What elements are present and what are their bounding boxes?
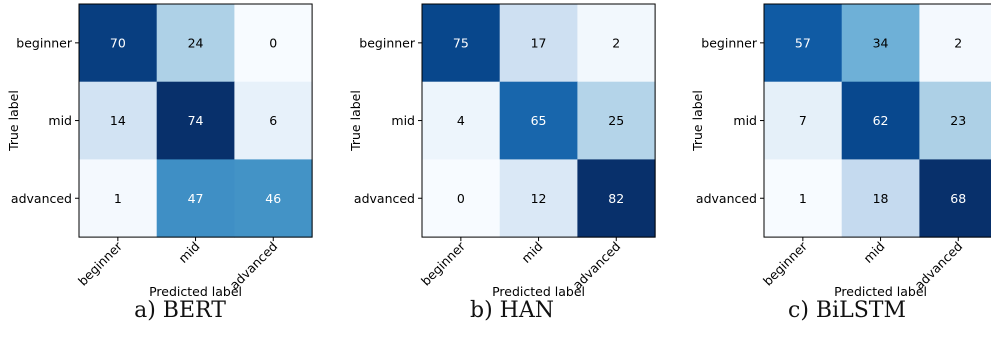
heatmap-cell [919,4,991,83]
heatmap-cell [156,81,235,160]
x-tick-label: beginner [760,238,811,289]
heatmap-cell [919,159,991,238]
y-tick-label: beginner [359,35,416,50]
heatmap-cell [499,4,578,83]
heatmap-cell [422,159,501,238]
heatmap-cell [919,81,991,160]
cell-value-label: 68 [950,191,966,206]
y-tick-label: advanced [696,191,757,206]
heatmap-cell [577,4,656,83]
cell-value-label: 82 [608,191,624,206]
cell-value-label: 1 [114,191,122,206]
cell-value-label: 70 [110,35,126,50]
cell-value-label: 6 [269,113,277,128]
heatmap-cell [79,159,158,238]
x-axis-label: Predicted label [834,284,927,299]
cell-value-label: 46 [265,191,281,206]
cell-value-label: 0 [457,191,465,206]
confusion-matrix-bilstm: 57 34 2 7 62 23 1 18 68 beginner mid advanced beginn… [690,3,991,299]
confusion-matrix-han: 75 17 2 4 65 25 0 12 82 beginner mid advanced beginn… [348,3,656,299]
heatmap-cell [841,81,920,160]
cell-value-label: 2 [954,35,962,50]
confusion-matrix-bert: 70 24 014 74 61 47 46beginnermidadvancedbeginn… [6,3,313,299]
x-tick-label: mid [860,239,887,266]
heatmap-cell [764,4,843,83]
cell-value-label: 2 [612,35,620,50]
heatmap-cell [841,4,920,83]
heatmap-cell [841,159,920,238]
y-axis-label: True label [348,90,363,152]
x-tick-label: mid [518,239,545,266]
y-tick-label: mid [48,113,72,128]
y-tick-label: advanced [354,191,415,206]
cell-value-label: 0 [269,35,277,50]
heatmap-cell [499,159,578,238]
y-axis-label: True label [6,90,21,152]
caption-bert: a) BERT [134,298,226,323]
cell-value-label: 1 [799,191,807,206]
x-tick-label: mid [175,239,202,266]
heatmap-cell [422,4,501,83]
cell-value-label: 74 [188,113,204,128]
heatmap-cell [422,81,501,160]
heatmap-cell [79,4,158,83]
cell-value-label: 75 [453,35,469,50]
cell-value-label: 47 [188,191,204,206]
heatmap-cell [577,159,656,238]
cell-value-label: 14 [110,113,126,128]
cell-value-label: 12 [531,191,547,206]
heatmap-cell [577,81,656,160]
heatmap-cell [156,159,235,238]
cell-value-label: 23 [950,113,966,128]
caption-bilstm: c) BiLSTM [788,298,906,323]
heatmap-cell [764,81,843,160]
heatmap-cell [234,159,313,238]
y-tick-label: beginner [16,35,73,50]
heatmap-cell [764,159,843,238]
heatmap-cell [499,81,578,160]
x-axis-label: Predicted label [492,284,585,299]
cell-value-label: 18 [873,191,889,206]
y-axis-label: True label [690,90,705,152]
x-axis-label: Predicted label [149,284,242,299]
heatmap-cell [79,81,158,160]
y-tick-label: advanced [11,191,72,206]
cell-value-label: 4 [457,113,465,128]
heatmap-cell [234,81,313,160]
cell-value-label: 17 [531,35,547,50]
cell-value-label: 7 [799,113,807,128]
cell-value-label: 34 [873,35,889,50]
cell-value-label: 25 [608,113,624,128]
cell-value-label: 65 [531,113,547,128]
heatmap-cell [234,4,313,83]
caption-han: b) HAN [470,298,554,323]
cell-value-label: 24 [188,35,204,50]
cell-value-label: 62 [873,113,889,128]
cell-value-label: 57 [795,35,811,50]
y-tick-label: beginner [701,35,758,50]
x-tick-label: beginner [75,238,126,289]
heatmap-cell [156,4,235,83]
x-tick-label: beginner [418,238,469,289]
y-tick-label: mid [391,113,415,128]
y-tick-label: mid [733,113,757,128]
